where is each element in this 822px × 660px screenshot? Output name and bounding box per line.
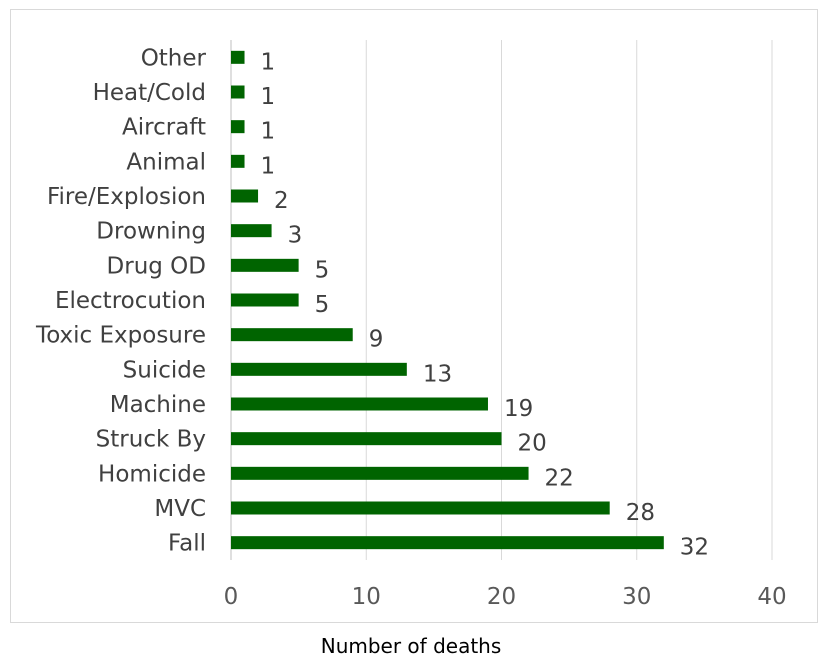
bar-homicide (231, 466, 529, 480)
data-label-drug-od: 5 (315, 257, 330, 283)
data-label-fall: 32 (680, 535, 709, 561)
category-label-heat-cold: Heat/Cold (93, 80, 206, 106)
category-label-aircraft: Aircraft (122, 115, 206, 141)
bar-mvc (231, 501, 610, 515)
data-label-electrocution: 5 (315, 292, 330, 318)
bar-heat-cold (231, 85, 245, 99)
bar-drowning (231, 224, 272, 238)
x-axis-label: Number of deaths (320, 634, 502, 658)
category-label-homicide: Homicide (98, 461, 206, 487)
data-label-machine: 19 (504, 396, 533, 422)
data-label-fire-explosion: 2 (274, 188, 289, 214)
bar-struck-by (231, 432, 502, 446)
category-label-machine: Machine (110, 392, 206, 418)
category-label-struck-by: Struck By (96, 427, 206, 453)
data-label-animal: 1 (261, 153, 276, 179)
x-tick-label-20: 20 (487, 584, 516, 610)
data-label-suicide: 13 (423, 361, 452, 387)
data-label-homicide: 22 (545, 465, 574, 491)
x-tick-label-10: 10 (352, 584, 381, 610)
category-label-drowning: Drowning (96, 219, 206, 245)
category-label-mvc: MVC (154, 496, 206, 522)
category-label-fire-explosion: Fire/Explosion (47, 184, 206, 210)
category-label-animal: Animal (126, 149, 206, 175)
bar-toxic-exposure (231, 328, 353, 342)
data-label-other: 1 (261, 49, 276, 75)
bar-machine (231, 397, 488, 411)
category-label-toxic-exposure: Toxic Exposure (35, 323, 206, 349)
x-tick-label-40: 40 (757, 584, 786, 610)
bar-animal (231, 154, 245, 168)
bar-electrocution (231, 293, 299, 307)
category-label-other: Other (141, 45, 207, 71)
category-label-suicide: Suicide (123, 357, 206, 383)
data-label-heat-cold: 1 (261, 84, 276, 110)
data-label-aircraft: 1 (261, 119, 276, 145)
category-label-drug-od: Drug OD (107, 253, 206, 279)
x-tick-label-0: 0 (224, 584, 239, 610)
data-label-mvc: 28 (626, 500, 655, 526)
chart-frame (10, 9, 818, 623)
data-label-toxic-exposure: 9 (369, 327, 384, 353)
category-label-fall: Fall (168, 531, 206, 557)
bar-fire-explosion (231, 189, 259, 203)
bar-chart: 0 10 20 30 40 Other 1 Heat/Cold 1 Aircraft 1 Animal… (35, 40, 787, 610)
bar-aircraft (231, 120, 245, 134)
data-label-struck-by: 20 (518, 431, 547, 457)
bar-drug-od (231, 258, 299, 272)
data-label-drowning: 3 (288, 223, 303, 249)
x-tick-label-30: 30 (622, 584, 651, 610)
bar-other (231, 50, 245, 64)
bar-suicide (231, 362, 407, 376)
category-label-electrocution: Electrocution (55, 288, 206, 314)
bar-fall (231, 536, 664, 550)
